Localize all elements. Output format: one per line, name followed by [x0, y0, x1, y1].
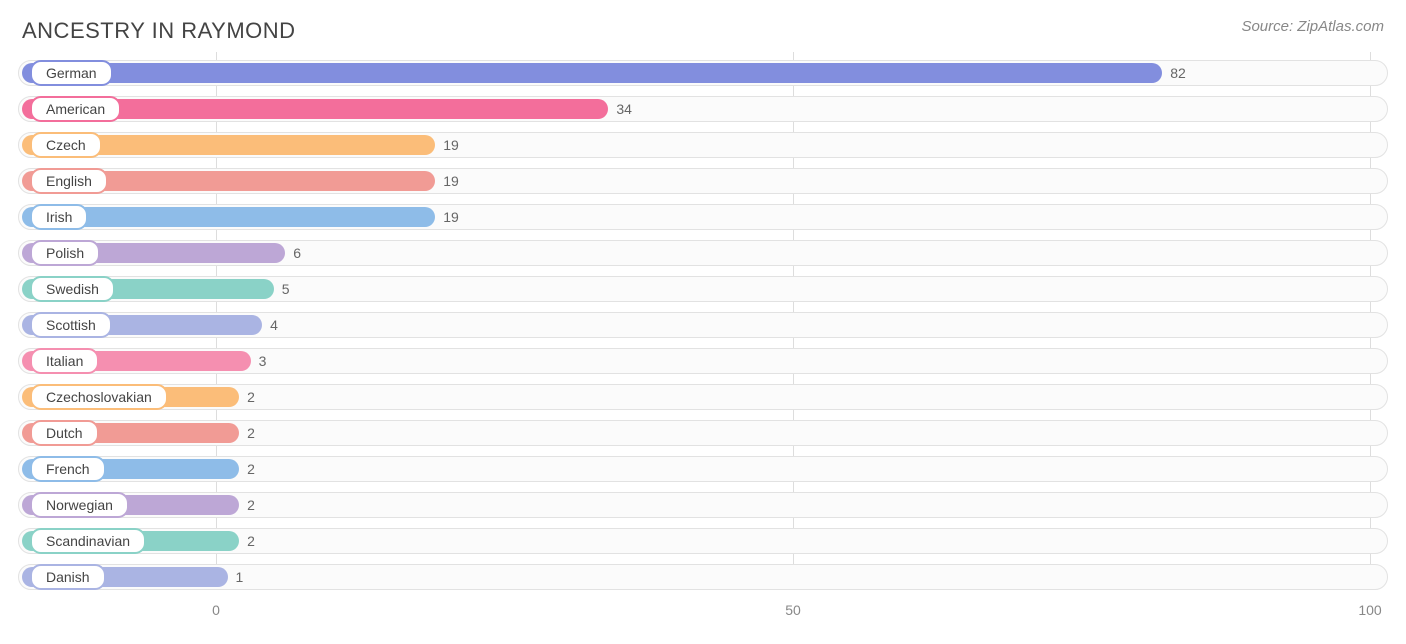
x-axis: 0 50 100	[18, 598, 1388, 626]
value-label: 2	[247, 461, 255, 477]
category-label-pill: Danish	[30, 564, 106, 590]
chart-title: ANCESTRY IN RAYMOND	[22, 18, 296, 44]
category-label-pill: Czech	[30, 132, 102, 158]
value-label: 4	[270, 317, 278, 333]
bar	[22, 63, 1162, 83]
value-label: 2	[247, 389, 255, 405]
category-label-pill: Italian	[30, 348, 99, 374]
bar-row: Danish 1	[18, 562, 1388, 592]
category-label-pill: French	[30, 456, 106, 482]
axis-tick-label: 0	[212, 602, 220, 618]
bar-row: American 34	[18, 94, 1388, 124]
bar-row: French 2	[18, 454, 1388, 484]
category-label-pill: German	[30, 60, 113, 86]
category-label-pill: Scandinavian	[30, 528, 146, 554]
value-label: 34	[616, 101, 632, 117]
value-label: 2	[247, 425, 255, 441]
bar-rows: German82American34Czech19English19Irish1…	[18, 58, 1388, 592]
bar-row: German 82	[18, 58, 1388, 88]
value-label: 6	[293, 245, 301, 261]
category-label-pill: English	[30, 168, 108, 194]
category-label-pill: American	[30, 96, 121, 122]
bar-row: Swedish 5	[18, 274, 1388, 304]
bar-row: Czechoslovakian 2	[18, 382, 1388, 412]
bar-row: English 19	[18, 166, 1388, 196]
bar-row: Scottish 4	[18, 310, 1388, 340]
category-label-pill: Dutch	[30, 420, 99, 446]
axis-tick-label: 100	[1358, 602, 1381, 618]
value-label: 1	[236, 569, 244, 585]
value-label: 19	[443, 137, 459, 153]
bar-row: Dutch 2	[18, 418, 1388, 448]
value-label: 2	[247, 497, 255, 513]
bar-row: Italian 3	[18, 346, 1388, 376]
category-label-pill: Czechoslovakian	[30, 384, 168, 410]
bar-row: Scandinavian 2	[18, 526, 1388, 556]
header: ANCESTRY IN RAYMOND Source: ZipAtlas.com	[0, 0, 1406, 52]
value-label: 5	[282, 281, 290, 297]
value-label: 82	[1170, 65, 1186, 81]
value-label: 19	[443, 209, 459, 225]
category-label-pill: Scottish	[30, 312, 112, 338]
source-attribution: Source: ZipAtlas.com	[1241, 18, 1384, 35]
category-label-pill: Norwegian	[30, 492, 129, 518]
bar-row: Irish 19	[18, 202, 1388, 232]
value-label: 19	[443, 173, 459, 189]
value-label: 3	[259, 353, 267, 369]
bar-row: Polish 6	[18, 238, 1388, 268]
bar-row: Norwegian 2	[18, 490, 1388, 520]
bar-row: Czech 19	[18, 130, 1388, 160]
category-label-pill: Irish	[30, 204, 88, 230]
value-label: 2	[247, 533, 255, 549]
chart-area: German82American34Czech19English19Irish1…	[0, 52, 1406, 592]
category-label-pill: Polish	[30, 240, 100, 266]
category-label-pill: Swedish	[30, 276, 115, 302]
axis-tick-label: 50	[785, 602, 801, 618]
